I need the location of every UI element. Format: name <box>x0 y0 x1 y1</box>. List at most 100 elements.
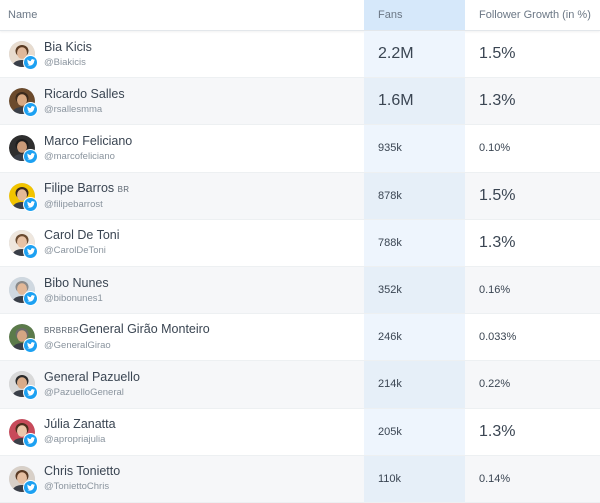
avatar[interactable] <box>9 88 38 118</box>
avatar[interactable] <box>9 418 38 448</box>
display-name[interactable]: Marco Feliciano <box>44 134 132 149</box>
growth-cell: 0.033% <box>479 331 517 344</box>
twitter-handle[interactable]: @Biakicis <box>44 56 86 68</box>
growth-cell: 1.3% <box>479 92 516 110</box>
twitter-handle[interactable]: @bibonunes1 <box>44 292 103 304</box>
twitter-icon <box>23 196 38 212</box>
name-cell: Júlia Zanatta @apropriajulia <box>0 409 364 455</box>
profile-names: Júlia Zanatta @apropriajulia <box>44 417 116 446</box>
column-header-growth[interactable]: Follower Growth (in %) <box>479 9 591 21</box>
table-header: Name Fans Follower Growth (in %) <box>0 0 600 31</box>
avatar[interactable] <box>9 324 38 354</box>
twitter-icon <box>23 385 38 401</box>
fans-cell: 352k <box>364 266 465 314</box>
twitter-handle[interactable]: @PazuelloGeneral <box>44 386 124 398</box>
name-cell: Carol De Toni @CarolDeToni <box>0 220 364 266</box>
flag-badge: BR <box>117 184 130 194</box>
growth-cell: 0.22% <box>479 378 511 391</box>
flag-badge: BRBRBR <box>44 326 80 336</box>
avatar[interactable] <box>9 277 38 307</box>
avatar[interactable] <box>9 135 38 165</box>
display-name[interactable]: Filipe Barros BR <box>44 181 129 197</box>
name-cell: Bibo Nunes @bibonunes1 <box>0 267 364 313</box>
table-row[interactable]: BRBRBRGeneral Girão Monteiro @GeneralGira… <box>0 314 600 362</box>
growth-cell: 0.16% <box>479 284 511 297</box>
fans-cell: 214k <box>364 361 465 408</box>
profile-names: Bibo Nunes @bibonunes1 <box>44 276 109 305</box>
display-name[interactable]: Chris Tonietto <box>44 464 120 479</box>
table-row[interactable]: Carol De Toni @CarolDeToni 788k 1.3% <box>0 219 600 267</box>
growth-cell: 1.3% <box>479 422 516 440</box>
twitter-icon <box>23 149 38 165</box>
twitter-icon <box>23 243 38 259</box>
avatar[interactable] <box>9 182 38 212</box>
display-name-text: Filipe Barros <box>44 180 115 195</box>
table-body: Bia Kicis @Biakicis 2.2M 1.5% Ricardo Salles… <box>0 31 600 503</box>
profile-names: General Pazuello @PazuelloGeneral <box>44 370 140 399</box>
display-name-text: Ricardo Salles <box>44 86 125 101</box>
avatar[interactable] <box>9 41 38 71</box>
display-name[interactable]: Bia Kicis <box>44 40 92 55</box>
profile-names: Bia Kicis @Biakicis <box>44 40 92 69</box>
display-name-text: General Pazuello <box>44 369 140 384</box>
name-cell: Marco Feliciano @marcofeliciano <box>0 125 364 171</box>
table-row[interactable]: Ricardo Salles @rsallesmma 1.6M 1.3% <box>0 78 600 126</box>
fans-cell: 1.6M <box>364 78 465 125</box>
twitter-handle[interactable]: @GeneralGirao <box>44 340 111 352</box>
profile-names: BRBRBRGeneral Girão Monteiro @GeneralGira… <box>44 322 210 352</box>
twitter-icon <box>23 102 38 118</box>
display-name-text: Júlia Zanatta <box>44 417 116 432</box>
growth-cell: 1.5% <box>479 186 516 204</box>
table-row[interactable]: Filipe Barros BR @filipebarrost 878k 1.5% <box>0 172 600 220</box>
display-name[interactable]: Júlia Zanatta <box>44 417 116 432</box>
name-cell: Chris Tonietto @ToniettoChris <box>0 456 364 502</box>
profile-names: Ricardo Salles @rsallesmma <box>44 87 125 116</box>
name-cell: Filipe Barros BR @filipebarrost <box>0 173 364 219</box>
display-name[interactable]: Carol De Toni <box>44 228 120 243</box>
twitter-handle[interactable]: @marcofeliciano <box>44 150 115 162</box>
twitter-handle[interactable]: @filipebarrost <box>44 198 103 210</box>
display-name-text: Bia Kicis <box>44 39 92 54</box>
table-row[interactable]: Júlia Zanatta @apropriajulia 205k 1.3% <box>0 408 600 456</box>
column-header-name[interactable]: Name <box>8 9 38 21</box>
twitter-icon <box>23 291 38 307</box>
table-row[interactable]: Bia Kicis @Biakicis 2.2M 1.5% <box>0 31 600 79</box>
growth-cell: 1.3% <box>479 233 516 251</box>
display-name[interactable]: Ricardo Salles <box>44 87 125 102</box>
twitter-icon <box>23 479 38 495</box>
fans-cell: 878k <box>364 172 465 219</box>
display-name-text: Bibo Nunes <box>44 275 109 290</box>
table-row[interactable]: Marco Feliciano @marcofeliciano 935k 0.10% <box>0 125 600 173</box>
display-name-text: Carol De Toni <box>44 228 120 243</box>
twitter-handle[interactable]: @rsallesmma <box>44 103 103 115</box>
twitter-handle[interactable]: @apropriajulia <box>44 434 106 446</box>
name-cell: Bia Kicis @Biakicis <box>0 31 364 77</box>
column-header-fans[interactable]: Fans <box>364 0 465 30</box>
fans-cell: 2.2M <box>364 31 465 78</box>
fans-cell: 110k <box>364 455 465 502</box>
profile-names: Filipe Barros BR @filipebarrost <box>44 181 129 211</box>
twitter-handle[interactable]: @CarolDeToni <box>44 245 106 257</box>
display-name[interactable]: General Pazuello <box>44 370 140 385</box>
avatar[interactable] <box>9 371 38 401</box>
name-cell: BRBRBRGeneral Girão Monteiro @GeneralGira… <box>0 314 364 360</box>
twitter-icon <box>23 55 38 71</box>
growth-cell: 1.5% <box>479 45 516 63</box>
fans-cell: 246k <box>364 314 465 361</box>
display-name[interactable]: BRBRBRGeneral Girão Monteiro <box>44 322 210 338</box>
table-row[interactable]: Bibo Nunes @bibonunes1 352k 0.16% <box>0 266 600 315</box>
display-name-text: Chris Tonietto <box>44 464 121 479</box>
avatar[interactable] <box>9 465 38 495</box>
twitter-handle[interactable]: @ToniettoChris <box>44 481 110 493</box>
table-row[interactable]: General Pazuello @PazuelloGeneral 214k 0.22… <box>0 361 600 409</box>
fans-cell: 935k <box>364 125 465 172</box>
fans-cell: 788k <box>364 219 465 266</box>
display-name[interactable]: Bibo Nunes <box>44 276 109 291</box>
avatar[interactable] <box>9 229 38 259</box>
profile-names: Marco Feliciano @marcofeliciano <box>44 134 132 163</box>
display-name-text: General Girão Monteiro <box>79 322 210 337</box>
table-row[interactable]: Chris Tonietto @ToniettoChris 110k 0.14% <box>0 455 600 503</box>
profile-names: Chris Tonietto @ToniettoChris <box>44 464 120 493</box>
name-cell: General Pazuello @PazuelloGeneral <box>0 361 364 407</box>
